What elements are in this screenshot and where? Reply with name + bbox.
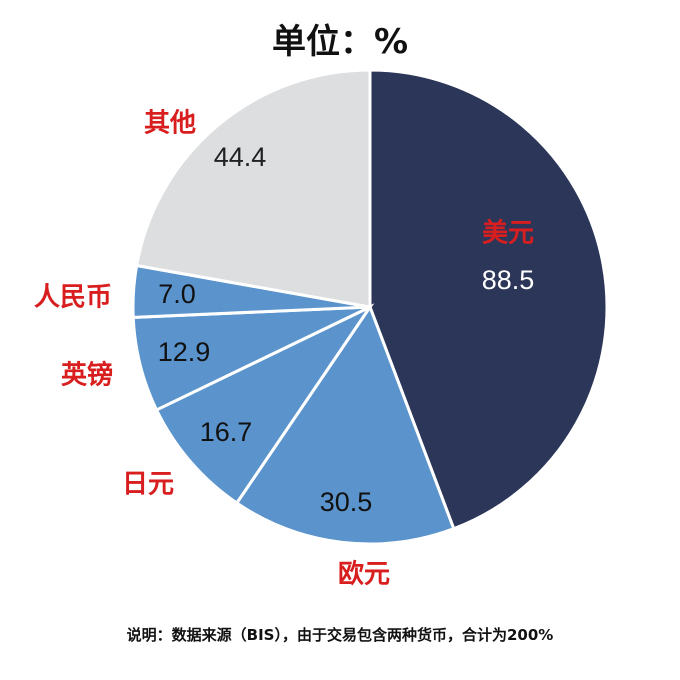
- category-label-1: 美元: [482, 218, 534, 249]
- value-label-3: 16.7: [200, 417, 253, 447]
- pie-slice-6: [134, 68, 372, 309]
- value-labels: 88.5 30.5 16.7 12.9 7.0 44.4: [158, 142, 535, 517]
- category-label-2: 欧元: [338, 559, 390, 590]
- value-label-2: 30.5: [320, 487, 373, 517]
- chart-title: 单位：%: [271, 22, 409, 62]
- pie-slice-3: [154, 303, 375, 506]
- category-label-6: 其他: [144, 109, 196, 139]
- value-label-4: 12.9: [158, 337, 211, 367]
- category-label-3: 日元: [122, 470, 174, 500]
- pie-slices: [131, 68, 609, 546]
- category-label-4: 英镑: [61, 360, 113, 391]
- value-label-6: 44.4: [214, 142, 267, 172]
- pie-slice-2: [234, 303, 456, 546]
- category-label-5: 人民币: [34, 283, 112, 313]
- value-label-1: 88.5: [482, 265, 535, 295]
- footnote: 说明：数据来源（BIS），由于交易包含两种货币，合计为200%: [126, 626, 554, 644]
- pie-slice-1: [368, 68, 609, 531]
- value-label-5: 7.0: [158, 279, 196, 309]
